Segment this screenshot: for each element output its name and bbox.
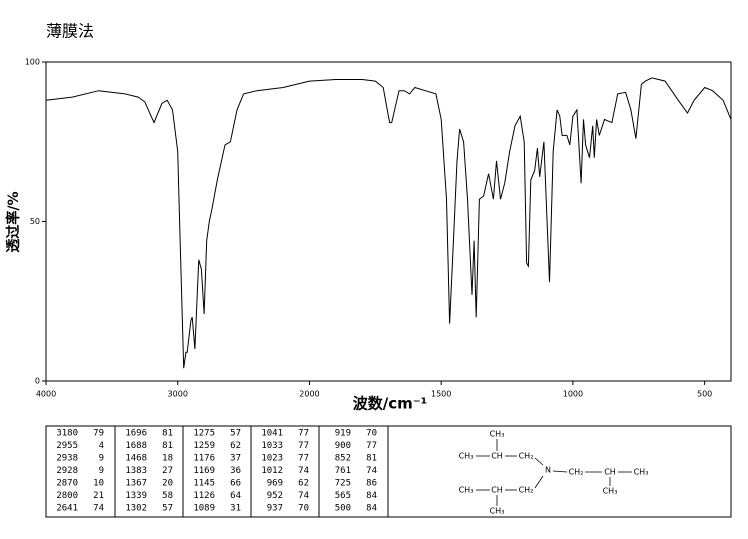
structure-label: CH₃ <box>634 468 649 477</box>
peak-transmittance: 79 <box>93 429 104 439</box>
peak-wavenumber: 1696 <box>125 429 147 439</box>
peak-wavenumber: 565 <box>335 491 351 501</box>
peak-transmittance: 70 <box>366 429 377 439</box>
peak-transmittance: 74 <box>298 466 309 476</box>
peak-wavenumber: 725 <box>335 479 351 489</box>
peak-transmittance: 86 <box>366 479 377 489</box>
structure-bonds <box>476 439 632 506</box>
x-tick-label: 2000 <box>299 390 319 399</box>
structure-label: CH₂ <box>519 452 534 461</box>
peak-wavenumber: 1383 <box>125 466 147 476</box>
peak-wavenumber: 900 <box>335 441 351 451</box>
peak-wavenumber: 1176 <box>193 454 215 464</box>
peak-wavenumber: 952 <box>267 491 283 501</box>
peak-wavenumber: 2955 <box>56 441 78 451</box>
peak-wavenumber: 2800 <box>56 491 78 501</box>
peak-wavenumber: 1259 <box>193 441 215 451</box>
x-tick-label: 1500 <box>431 390 451 399</box>
peak-transmittance: 74 <box>366 466 377 476</box>
peak-transmittance: 36 <box>230 466 241 476</box>
peak-transmittance: 66 <box>230 479 241 489</box>
peak-wavenumber: 1012 <box>261 466 283 476</box>
structure-label: CH <box>604 468 616 477</box>
y-axis-label: 透过率/% <box>5 191 22 252</box>
peak-wavenumber: 2641 <box>56 504 78 514</box>
peak-wavenumber: 852 <box>335 454 351 464</box>
x-tick-label: 500 <box>697 390 712 399</box>
peak-wavenumber: 937 <box>267 504 283 514</box>
peak-wavenumber: 1275 <box>193 429 215 439</box>
peak-transmittance: 81 <box>162 429 173 439</box>
peak-transmittance: 62 <box>298 479 309 489</box>
structure-label: CH <box>491 486 503 495</box>
structure-label: CH₃ <box>459 486 474 495</box>
peak-wavenumber: 2928 <box>56 466 78 476</box>
peak-wavenumber: 1367 <box>125 479 147 489</box>
peak-transmittance: 81 <box>366 454 377 464</box>
peak-transmittance: 74 <box>93 504 104 514</box>
peak-wavenumber: 500 <box>335 504 351 514</box>
peak-transmittance: 31 <box>230 504 241 514</box>
structure-label: CH₂ <box>519 486 534 495</box>
table-dividers <box>114 426 389 517</box>
peak-wavenumber: 1688 <box>125 441 147 451</box>
y-tick-label: 50 <box>30 217 40 226</box>
peak-transmittance: 57 <box>162 504 173 514</box>
peak-transmittance: 10 <box>93 479 104 489</box>
peak-wavenumber: 969 <box>267 479 283 489</box>
peak-transmittance: 84 <box>366 504 377 514</box>
peak-transmittance: 20 <box>162 479 173 489</box>
x-tick-label: 3000 <box>168 390 188 399</box>
peak-wavenumber: 761 <box>335 466 351 476</box>
structure-label: CH₃ <box>459 452 474 461</box>
peak-transmittance: 37 <box>230 454 241 464</box>
peak-transmittance: 70 <box>298 504 309 514</box>
y-tick-label: 0 <box>35 377 40 386</box>
peak-transmittance: 27 <box>162 466 173 476</box>
peak-wavenumber: 919 <box>335 429 351 439</box>
peak-transmittance: 77 <box>298 441 309 451</box>
x-axis-label: 波数/cm⁻¹ <box>353 395 428 413</box>
peak-transmittance: 81 <box>162 441 173 451</box>
peak-transmittance: 64 <box>230 491 241 501</box>
peak-wavenumber: 2870 <box>56 479 78 489</box>
peak-transmittance: 77 <box>298 429 309 439</box>
structure-label: CH₂ <box>569 468 584 477</box>
x-tick-label: 4000 <box>36 390 56 399</box>
peak-wavenumber: 1041 <box>261 429 283 439</box>
peak-wavenumber: 1169 <box>193 466 215 476</box>
structure-label: CH <box>491 452 503 461</box>
peak-transmittance: 9 <box>99 466 104 476</box>
peak-transmittance: 57 <box>230 429 241 439</box>
peak-wavenumber: 1089 <box>193 504 215 514</box>
peak-transmittance: 21 <box>93 491 104 501</box>
peak-transmittance: 9 <box>99 454 104 464</box>
peak-wavenumber: 2938 <box>56 454 78 464</box>
peak-transmittance: 77 <box>366 441 377 451</box>
peak-wavenumber: 1126 <box>193 491 215 501</box>
peak-wavenumber: 1033 <box>261 441 283 451</box>
spectrum-line <box>45 77 732 369</box>
structure-label: CH₃ <box>490 430 505 439</box>
peak-wavenumber: 1339 <box>125 491 147 501</box>
peak-wavenumber: 1302 <box>125 504 147 514</box>
peak-transmittance: 84 <box>366 491 377 501</box>
x-tick-label: 1000 <box>563 390 583 399</box>
peak-wavenumber: 1023 <box>261 454 283 464</box>
peak-wavenumber: 1468 <box>125 454 147 464</box>
peak-transmittance: 18 <box>162 454 173 464</box>
peak-wavenumber: 3180 <box>56 429 78 439</box>
peak-transmittance: 77 <box>298 454 309 464</box>
peak-wavenumber: 1145 <box>193 479 215 489</box>
structure-label: CH₃ <box>490 507 505 516</box>
y-tick-label: 100 <box>25 58 40 67</box>
peak-transmittance: 62 <box>230 441 241 451</box>
structure-label: N <box>545 466 551 475</box>
chart-title: 薄膜法 <box>46 22 94 41</box>
peak-transmittance: 58 <box>162 491 173 501</box>
peak-transmittance: 4 <box>99 441 104 451</box>
structure-label: CH₃ <box>603 487 618 496</box>
peak-transmittance: 74 <box>298 491 309 501</box>
